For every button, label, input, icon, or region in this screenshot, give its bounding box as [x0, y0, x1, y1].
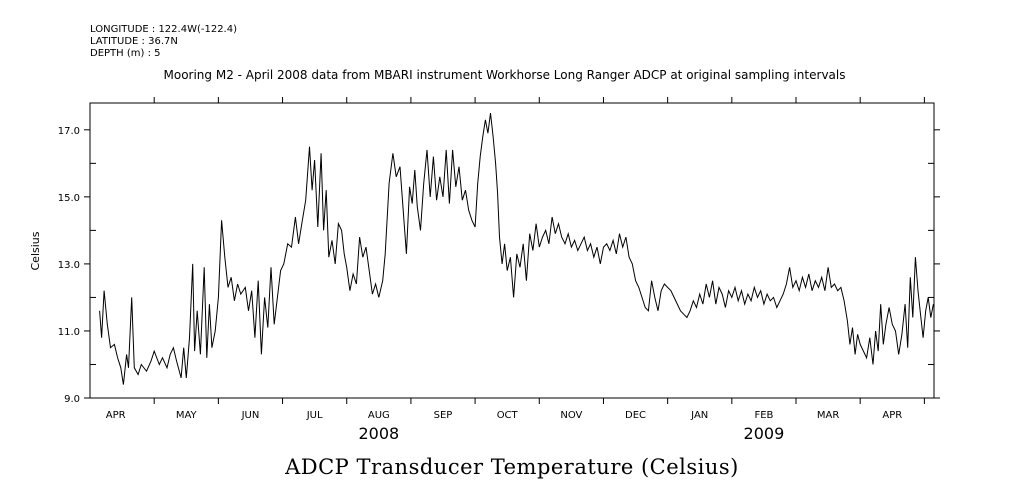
month-label: FEB: [754, 410, 773, 421]
y-tick-label: 11.0: [58, 327, 80, 338]
month-label: APR: [106, 410, 126, 421]
month-label: AUG: [368, 410, 390, 421]
month-label: JUL: [306, 410, 323, 421]
temperature-series-line: [99, 113, 934, 385]
month-label: NOV: [560, 410, 582, 421]
month-label: MAY: [176, 410, 198, 421]
y-tick-label: 13.0: [58, 260, 80, 271]
month-label: APR: [882, 410, 902, 421]
chart-title: ADCP Transducer Temperature (Celsius): [285, 455, 739, 479]
month-label: JUN: [241, 410, 260, 421]
month-label: MAR: [817, 410, 839, 421]
y-axis-label: Celsius: [29, 231, 42, 270]
month-label: SEP: [434, 410, 453, 421]
month-label: JAN: [690, 410, 708, 421]
y-tick-label: 15.0: [58, 193, 80, 204]
y-tick-label: 17.0: [58, 126, 80, 137]
longitude-label: LONGITUDE : 122.4W(-122.4): [90, 24, 237, 35]
x-axis: APR MAY JUN JUL AUG SEP OCT NOV DEC JAN FEB MAR APR 2…: [106, 97, 925, 443]
y-axis: 9.0 11.0 13.0 15.0 17.0: [58, 126, 940, 405]
chart-subtitle: Mooring M2 - April 2008 data from MBARI …: [163, 68, 846, 82]
latitude-label: LATITUDE : 36.7N: [90, 36, 178, 47]
depth-label: DEPTH (m) : 5: [90, 48, 161, 59]
month-label: DEC: [625, 410, 646, 421]
plot-frame: [89, 102, 935, 399]
month-label: OCT: [497, 410, 519, 421]
year-label: 2008: [358, 424, 399, 443]
y-tick-label: 9.0: [64, 394, 80, 405]
year-label: 2009: [744, 424, 785, 443]
